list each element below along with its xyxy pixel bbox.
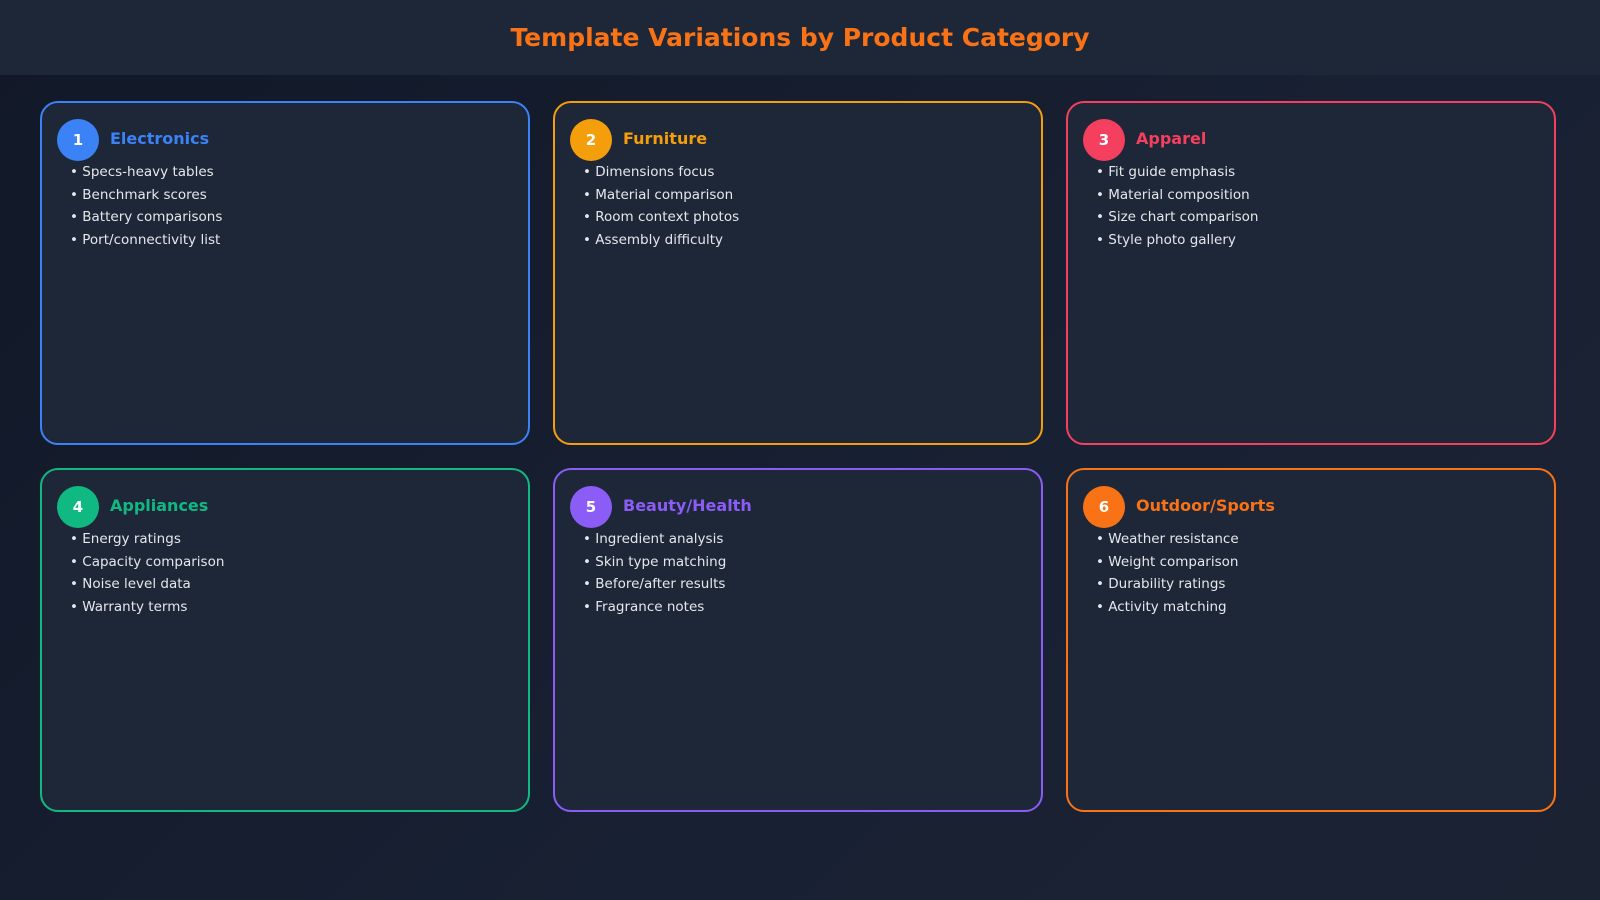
- category-card: 2 Furniture Dimensions focusMaterial comp…: [553, 101, 1043, 445]
- list-item: Ingredient analysis: [583, 528, 726, 551]
- feature-list: Fit guide emphasisMaterial compositionSi…: [1096, 161, 1258, 252]
- list-item: Port/connectivity list: [70, 229, 222, 252]
- list-item: Specs-heavy tables: [70, 161, 222, 184]
- list-item: Activity matching: [1096, 596, 1239, 619]
- category-card: 3 Apparel Fit guide emphasisMaterial comp…: [1066, 101, 1556, 445]
- list-item: Material composition: [1096, 184, 1258, 207]
- category-card: 1 Electronics Specs-heavy tablesBenchmark…: [40, 101, 530, 445]
- list-item: Fit guide emphasis: [1096, 161, 1258, 184]
- card-title: Appliances: [110, 496, 209, 515]
- feature-list: Dimensions focusMaterial comparisonRoom …: [583, 161, 739, 252]
- list-item: Battery comparisons: [70, 206, 222, 229]
- feature-list: Specs-heavy tablesBenchmark scoresBatter…: [70, 161, 222, 252]
- feature-list: Weather resistanceWeight comparisonDurab…: [1096, 528, 1239, 619]
- list-item: Assembly difficulty: [583, 229, 739, 252]
- list-item: Noise level data: [70, 573, 224, 596]
- card-title: Furniture: [623, 129, 708, 148]
- page-title: Template Variations by Product Category: [510, 23, 1090, 52]
- list-item: Skin type matching: [583, 551, 726, 574]
- card-title: Outdoor/Sports: [1136, 496, 1275, 515]
- header: Template Variations by Product Category: [0, 0, 1600, 75]
- number-badge: 4: [57, 486, 99, 528]
- list-item: Weight comparison: [1096, 551, 1239, 574]
- list-item: Weather resistance: [1096, 528, 1238, 551]
- number-badge: 1: [57, 119, 99, 161]
- list-item: Before/after results: [583, 573, 726, 596]
- list-item: Material comparison: [583, 184, 739, 207]
- list-item: Warranty terms: [70, 596, 224, 619]
- list-item: Fragrance notes: [583, 596, 726, 619]
- list-item: Size chart comparison: [1096, 206, 1258, 229]
- card-title: Beauty/Health: [623, 496, 752, 515]
- number-badge: 3: [1083, 119, 1125, 161]
- list-item: Dimensions focus: [583, 161, 739, 184]
- category-card: 4 Appliances Energy ratingsCapacity compa…: [40, 468, 530, 812]
- number-badge: 6: [1083, 486, 1125, 528]
- list-item: Durability ratings: [1096, 573, 1239, 596]
- list-item: Room context photos: [583, 206, 739, 229]
- category-card: 6 Outdoor/Sports Weather resistanceWeight…: [1066, 468, 1556, 812]
- list-item: Style photo gallery: [1096, 229, 1258, 252]
- number-badge: 5: [570, 486, 612, 528]
- number-badge: 2: [570, 119, 612, 161]
- card-title: Electronics: [110, 129, 210, 148]
- category-card: 5 Beauty/Health Ingredient analysisSkin t…: [553, 468, 1043, 812]
- list-item: Energy ratings: [70, 528, 224, 551]
- card-title: Apparel: [1136, 129, 1207, 148]
- list-item: Capacity comparison: [70, 551, 224, 574]
- list-item: Benchmark scores: [70, 184, 222, 207]
- feature-list: Ingredient analysisSkin type matchingBef…: [583, 528, 726, 619]
- feature-list: Energy ratingsCapacity comparisonNoise l…: [70, 528, 224, 619]
